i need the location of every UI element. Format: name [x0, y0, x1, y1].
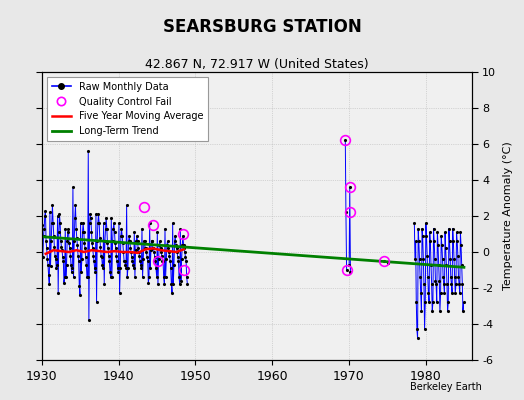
Legend: Raw Monthly Data, Quality Control Fail, Five Year Moving Average, Long-Term Tren: Raw Monthly Data, Quality Control Fail, …	[47, 77, 208, 141]
Title: 42.867 N, 72.917 W (United States): 42.867 N, 72.917 W (United States)	[145, 58, 368, 71]
Y-axis label: Temperature Anomaly (°C): Temperature Anomaly (°C)	[503, 142, 513, 290]
Text: Berkeley Earth: Berkeley Earth	[410, 382, 482, 392]
Text: SEARSBURG STATION: SEARSBURG STATION	[162, 18, 362, 36]
